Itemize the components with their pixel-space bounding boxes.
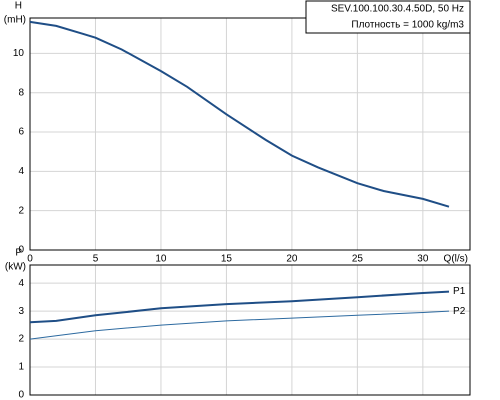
y-tick-label: 6 (18, 127, 24, 138)
y-tick-label: 2 (18, 205, 24, 216)
plot-frame (29, 264, 471, 396)
series-label: P1 (453, 286, 466, 297)
x-tick-label: 20 (286, 254, 298, 265)
y-axis-label: H (15, 1, 22, 12)
y-tick-label: 0 (18, 245, 24, 256)
info-title: SEV.100.100.30.4.50D, 50 Hz (331, 4, 464, 15)
y-axis-label: P (15, 248, 22, 259)
y-tick-label: 4 (18, 166, 24, 177)
y-tick-label: 0 (18, 390, 24, 400)
x-tick-label: 15 (221, 254, 233, 265)
x-axis-label: Q(l/s) (444, 254, 468, 265)
curve (29, 290, 450, 324)
y-tick-label: 2 (18, 334, 24, 345)
y-tick-label: 1 (18, 362, 24, 373)
curve (29, 310, 450, 340)
y-axis-unit: (mH) (4, 15, 26, 26)
info-box (305, 0, 471, 34)
x-tick-label: 0 (27, 254, 33, 265)
plot-frame (29, 17, 471, 251)
y-tick-label: 10 (13, 48, 25, 59)
x-tick-label: 5 (93, 254, 99, 265)
series-label: P2 (453, 306, 466, 317)
y-tick-label: 8 (18, 87, 24, 98)
curve (29, 20, 450, 208)
info-subtitle: Плотность = 1000 kg/m3 (351, 20, 464, 31)
y-axis-unit: (kW) (5, 262, 26, 273)
x-tick-label: 10 (155, 254, 167, 265)
x-tick-label: 30 (417, 254, 429, 265)
y-tick-label: 3 (18, 306, 24, 317)
y-tick-label: 4 (18, 278, 24, 289)
x-tick-label: 25 (352, 254, 364, 265)
